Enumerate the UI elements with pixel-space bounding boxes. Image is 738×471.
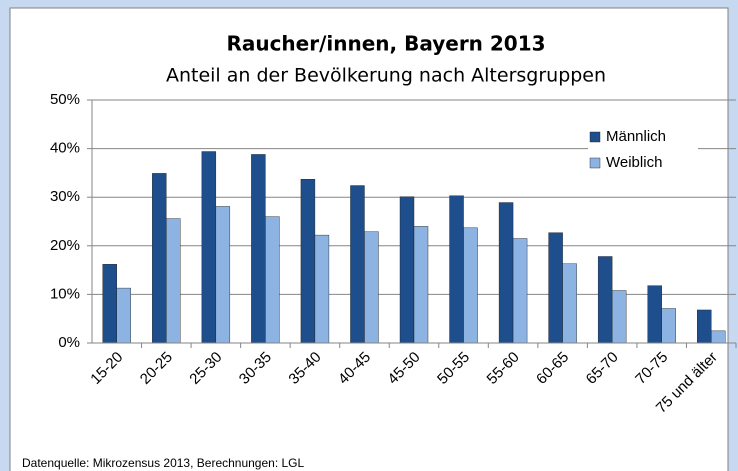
bar	[562, 263, 577, 344]
bar	[697, 309, 712, 344]
bar	[597, 256, 613, 344]
y-tick-label: 10%	[50, 285, 80, 302]
legend-label: Weiblich	[606, 154, 662, 171]
bar	[265, 216, 280, 344]
bar	[116, 287, 131, 344]
bar	[215, 206, 231, 344]
y-tick-label: 0%	[58, 334, 80, 351]
bar	[399, 196, 415, 344]
y-tick-label: 50%	[50, 91, 80, 108]
bar	[413, 226, 429, 344]
bar	[364, 231, 379, 344]
bar	[251, 154, 266, 344]
bar	[463, 227, 478, 344]
bar	[498, 202, 514, 344]
chart-subtitle: Anteil an der Bevölkerung nach Altersgru…	[166, 65, 606, 87]
y-tick-label: 30%	[50, 188, 80, 205]
bar	[449, 195, 464, 344]
bar	[548, 232, 563, 344]
bar	[350, 185, 365, 344]
legend-box	[588, 124, 698, 176]
y-tick-label: 40%	[50, 140, 80, 157]
y-tick-label: 20%	[50, 237, 80, 254]
bar	[314, 234, 330, 344]
bar	[166, 218, 181, 344]
bar	[152, 173, 167, 344]
chart-title: Raucher/innen, Bayern 2013	[226, 32, 545, 56]
legend-label: Männlich	[606, 128, 666, 145]
bar	[661, 308, 676, 344]
bar	[300, 179, 316, 344]
bar	[711, 330, 726, 344]
bar	[102, 264, 117, 344]
bar	[647, 285, 662, 344]
bar	[512, 238, 528, 344]
legend-swatch	[589, 131, 601, 143]
bar	[611, 290, 627, 344]
source-note: Datenquelle: Mikrozensus 2013, Berechnun…	[22, 456, 305, 470]
legend-swatch	[589, 157, 601, 169]
bar	[201, 151, 217, 344]
